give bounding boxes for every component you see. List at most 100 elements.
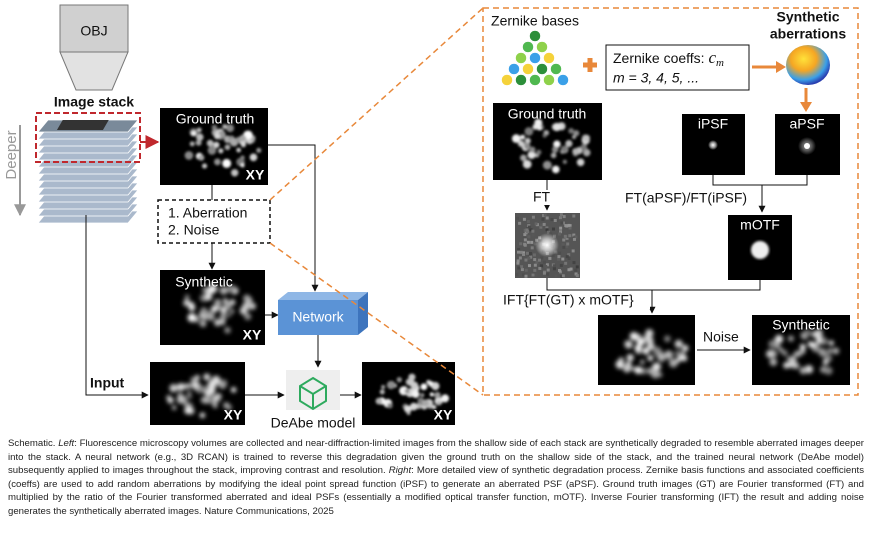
noise-pixel <box>520 265 524 269</box>
op-label: FT <box>533 189 551 205</box>
noise-pixel <box>531 229 535 233</box>
noise-pixel <box>523 228 527 232</box>
noise-pixel <box>515 216 519 220</box>
noise-pixel <box>542 260 546 264</box>
noise-pixel <box>515 263 519 267</box>
noise-pixel <box>559 230 563 234</box>
cell <box>669 358 678 368</box>
depth-label: Deeper <box>3 130 20 179</box>
noise-pixel <box>523 238 527 242</box>
image-label: Ground truth <box>176 111 255 127</box>
label-bg <box>500 292 650 309</box>
noise-pixel <box>574 268 578 272</box>
noise-pixel <box>555 218 559 222</box>
arrow <box>85 215 149 399</box>
cell <box>804 365 814 374</box>
cell <box>396 376 403 383</box>
cell <box>201 315 207 321</box>
zernike-mode <box>536 63 548 75</box>
noise-pixel <box>533 258 537 262</box>
cell <box>184 294 190 300</box>
cell <box>647 354 654 362</box>
noise-pixel <box>527 264 531 268</box>
noise-pixel <box>568 234 572 238</box>
noise-pixel <box>572 261 576 265</box>
noise-pixel <box>537 258 541 262</box>
cell <box>630 366 635 371</box>
noise-pixel <box>567 268 571 272</box>
image-label: mOTF <box>740 217 780 233</box>
orange-arrowhead <box>776 61 786 73</box>
cell <box>220 320 226 325</box>
noise-pixel <box>545 263 549 267</box>
motf-spot <box>751 241 769 259</box>
noise-pixel <box>522 252 526 256</box>
caption-text: : More detailed view of synthetic degrad… <box>8 465 864 517</box>
cell <box>196 316 201 321</box>
noise-pixel <box>566 242 570 246</box>
zernike-mode <box>529 74 541 86</box>
cell <box>183 299 191 307</box>
noise-pixel <box>564 271 568 275</box>
noise-pixel <box>526 219 530 223</box>
noise-pixel <box>524 274 528 278</box>
cell <box>573 130 580 137</box>
zernike-mode <box>508 63 520 75</box>
cell <box>214 319 222 327</box>
objective-tip <box>59 51 129 91</box>
cell <box>560 145 568 153</box>
noise-pixel <box>542 213 546 217</box>
cell <box>222 158 232 168</box>
cell <box>794 350 801 357</box>
cell <box>634 366 642 374</box>
noise-pixel <box>575 265 579 269</box>
noise-pixel <box>546 272 550 276</box>
noise-pixel <box>542 256 546 260</box>
cell <box>219 286 228 295</box>
noise-pixel <box>569 267 573 271</box>
degradation-box <box>157 199 271 244</box>
cell <box>553 140 561 148</box>
cell <box>189 141 195 147</box>
op-label: FT(aPSF)/FT(iPSF) <box>625 190 747 206</box>
cell <box>196 127 202 133</box>
network-top <box>278 292 368 300</box>
noise-pixel <box>565 255 569 259</box>
noise-pixel <box>517 247 521 251</box>
noise-pixel <box>551 227 555 231</box>
noise-pixel <box>561 257 565 261</box>
cell <box>542 160 552 170</box>
noise-pixel <box>564 224 568 228</box>
noise-pixel <box>517 250 521 254</box>
noise-pixel <box>522 217 526 221</box>
noise-pixel <box>529 255 533 259</box>
cells <box>183 284 256 334</box>
cell <box>244 313 252 320</box>
cell <box>571 134 577 140</box>
cell <box>194 375 200 381</box>
input-image <box>150 362 245 425</box>
cell <box>421 399 429 407</box>
cell <box>799 343 806 350</box>
zernike-mode <box>536 41 548 53</box>
noise-pixel <box>567 256 571 260</box>
cell <box>818 348 827 357</box>
zernike-pyramid <box>501 30 569 86</box>
cell <box>188 304 196 312</box>
coeffs-symbol: c <box>708 48 716 67</box>
cell <box>386 380 396 390</box>
cell <box>568 128 574 134</box>
ground-truth-image <box>493 103 602 180</box>
network-label: Network <box>292 309 344 325</box>
noise-pixel <box>541 217 545 221</box>
cell <box>832 347 840 355</box>
zernike-mode <box>522 63 534 75</box>
cell <box>626 353 634 362</box>
zernike-mode <box>543 52 555 64</box>
cell <box>210 305 218 313</box>
cell <box>646 342 655 351</box>
cell <box>201 163 208 169</box>
zernike-mode <box>522 41 534 53</box>
cell <box>256 147 262 153</box>
cell <box>789 356 797 364</box>
